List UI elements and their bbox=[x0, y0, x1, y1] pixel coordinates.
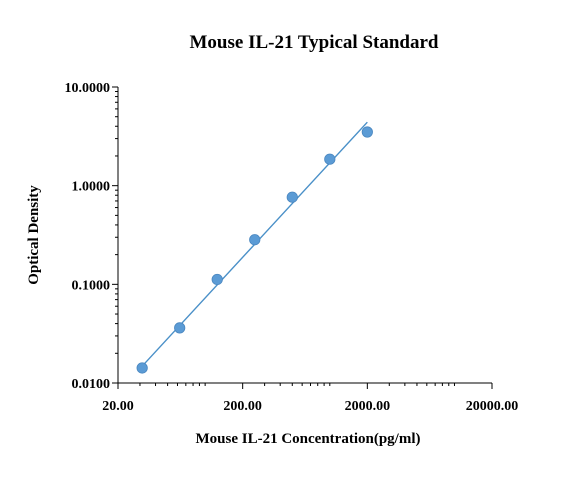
y-tick-label: 1.0000 bbox=[72, 180, 111, 195]
x-axis-title: Mouse IL-21 Concentration(pg/ml) bbox=[196, 431, 421, 447]
data-point bbox=[286, 191, 298, 203]
data-point bbox=[136, 362, 148, 374]
data-point bbox=[324, 153, 336, 165]
y-tick-label: 0.0100 bbox=[72, 377, 111, 392]
x-tick-label: 20.00 bbox=[102, 399, 134, 414]
data-point bbox=[211, 273, 223, 286]
data-point bbox=[361, 126, 373, 138]
x-tick-label: 2000.00 bbox=[345, 399, 391, 414]
x-tick-label: 20000.00 bbox=[466, 399, 519, 414]
data-point bbox=[249, 234, 261, 246]
plot-area: 0.0100 0.1000 1.0000 10.0000 20.00 200.00 2000… bbox=[65, 81, 519, 414]
y-tick-label: 10.0000 bbox=[65, 81, 111, 96]
data-point bbox=[174, 322, 186, 334]
y-axis-title: Optical Density bbox=[26, 185, 42, 285]
chart-title: Mouse IL-21 Typical Standard bbox=[190, 32, 439, 53]
x-tick-label: 200.00 bbox=[223, 399, 262, 414]
y-tick-label: 0.1000 bbox=[72, 278, 111, 293]
